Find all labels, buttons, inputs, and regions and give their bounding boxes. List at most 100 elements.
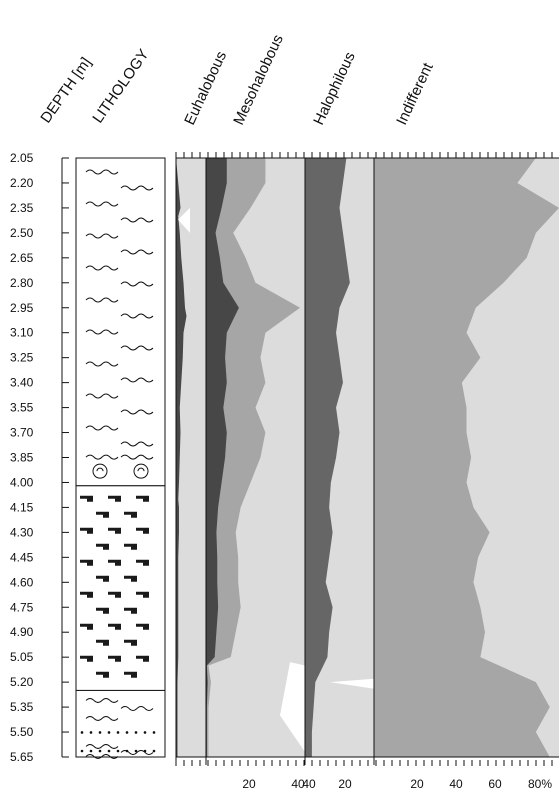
depth-tick-label: 4.00 [10,475,34,489]
block-symbol [108,495,121,502]
series-area-euhalobous [176,158,187,757]
block-symbol [96,671,109,678]
wave-symbol [85,297,119,303]
block-symbol [96,543,109,550]
lithology-column [75,157,166,759]
wave-symbol [120,217,154,223]
wave-symbol [85,454,119,460]
wave-symbol [85,753,119,759]
block-symbol [108,623,121,630]
depth-tick-label: 4.15 [10,500,34,514]
block-symbol [124,607,137,614]
block-symbol [96,639,109,646]
wave-symbol [120,249,154,255]
depth-tick-label: 4.60 [10,575,34,589]
dot-symbol [152,749,156,753]
dot-symbol [80,731,84,734]
block-symbol [80,527,93,534]
block-symbol [136,527,149,534]
depth-tick-label: 5.05 [10,650,34,664]
x-tick-label: 40 [291,777,305,791]
depth-tick-label: 4.90 [10,625,34,639]
data-panels [175,152,559,765]
wave-symbol [85,393,119,399]
dot-symbol [107,749,111,753]
x-tick-label: 60 [488,777,502,791]
dot-symbol [125,731,129,734]
block-symbol [96,607,109,614]
depth-tick-label: 4.75 [10,600,34,614]
x-tick-label: 20 [410,777,424,791]
block-symbol [80,591,93,598]
wave-symbol [85,715,119,721]
gap-euhalobous [178,207,190,233]
block-symbol [124,671,137,678]
series-header-euhalobous: Euhalobous [181,49,230,128]
block-symbol [136,559,149,566]
dot-symbol [116,749,120,753]
wave-symbol [85,329,119,335]
series-area-halophilous [305,158,350,757]
block-symbol [108,591,121,598]
block-symbol [80,655,93,662]
series-header-mesohalobous: Mesohalobous [230,32,287,128]
block-symbol [96,511,109,518]
depth-tick-label: 3.70 [10,426,34,440]
dot-symbol [89,749,93,753]
dot-symbol [116,731,120,734]
block-symbol [108,527,121,534]
series-area-indifferent [374,158,559,757]
dot-symbol [152,731,156,734]
wave-symbol [120,185,154,191]
depth-axis: 2.05 2.20 2.35 2.50 2.65 2.80 2.95 3.10 3.25 3.40… [10,151,69,764]
wave-symbol [120,705,154,711]
x-tick-label: 20 [242,777,256,791]
block-symbol [96,575,109,582]
block-symbol [124,511,137,518]
depth-tick-label: 3.10 [10,326,34,340]
wave-symbol [120,313,154,319]
depth-header: DEPTH [m] [37,54,94,126]
depth-tick-label: 2.80 [10,276,34,290]
dot-symbol [143,749,147,753]
block-symbol [136,495,149,502]
depth-tick-label: 2.95 [10,301,34,315]
wave-symbol [120,377,154,383]
depth-tick-label: 2.65 [10,251,34,265]
x-tick-label: 40 [302,777,316,791]
dot-symbol [143,731,147,734]
block-symbol [124,575,137,582]
depth-tick-label: 3.55 [10,401,34,415]
wave-symbol [85,697,119,703]
wave-symbol [85,233,119,239]
depth-tick-label: 5.50 [10,725,34,739]
wave-symbol [120,454,154,460]
wave-symbol [85,361,119,367]
block-symbol [80,495,93,502]
block-symbol [80,623,93,630]
depth-tick-label: 4.30 [10,525,34,539]
depth-tick-label: 4.45 [10,550,34,564]
lithology-unit-laminated [75,157,166,487]
depth-tick-label: 3.40 [10,376,34,390]
wave-symbol [120,409,154,415]
dot-symbol [89,731,93,734]
wave-symbol [85,425,119,431]
dot-symbol [125,749,129,753]
series-header-indifferent: Indifferent [393,60,437,128]
dot-symbol [98,731,102,734]
wave-symbol [85,743,119,749]
wave-symbol [85,265,119,271]
series-header-halophilous: Halophilous [310,49,359,127]
depth-tick-label: 3.25 [10,351,34,365]
wave-symbol [120,441,154,447]
dot-symbol [107,731,111,734]
wave-symbol [120,345,154,351]
dot-symbol [134,749,138,753]
depth-tick-label: 5.20 [10,675,34,689]
depth-tick-label: 2.20 [10,176,34,190]
depth-tick-label: 2.50 [10,226,34,240]
block-symbol [80,559,93,566]
